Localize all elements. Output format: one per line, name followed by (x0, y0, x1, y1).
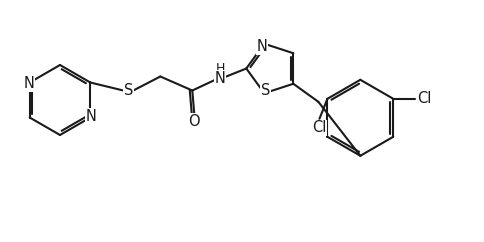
Text: N: N (86, 109, 96, 124)
Text: Cl: Cl (416, 91, 431, 106)
Text: S: S (123, 83, 133, 98)
Text: H: H (215, 62, 225, 75)
Text: N: N (23, 76, 34, 91)
Text: S: S (260, 83, 270, 98)
Text: O: O (188, 114, 200, 129)
Text: N: N (214, 71, 225, 86)
Text: Cl: Cl (312, 120, 326, 135)
Text: N: N (257, 39, 267, 54)
